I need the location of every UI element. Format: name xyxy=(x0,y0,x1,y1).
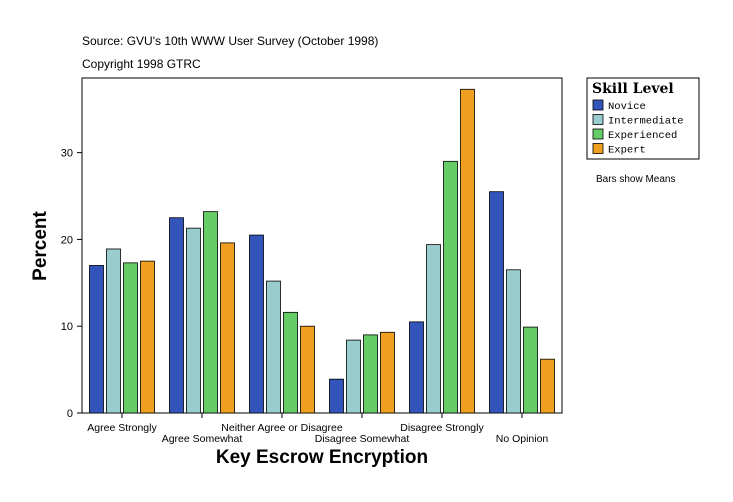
bar xyxy=(540,358,555,414)
y-tick-label: 30 xyxy=(61,148,73,160)
x-tick-label: Agree Somewhat xyxy=(162,433,243,445)
bar xyxy=(266,280,281,414)
bar xyxy=(460,88,475,414)
bar xyxy=(300,325,315,414)
legend-label: Experienced xyxy=(608,130,677,142)
bar xyxy=(140,260,155,414)
copyright: Copyright 1998 GTRC xyxy=(82,57,201,71)
x-tick-label: Agree Strongly xyxy=(87,422,157,434)
legend-box xyxy=(586,77,700,160)
note: Bars show Means xyxy=(596,174,675,185)
x-tick-label: Disagree Somewhat xyxy=(315,433,410,445)
x-axis-title: Key Escrow Encryption xyxy=(216,447,428,468)
legend-label: Novice xyxy=(608,101,646,113)
y-axis-title: Percent xyxy=(30,210,51,280)
legend-swatch xyxy=(592,114,604,125)
bar xyxy=(186,227,201,414)
x-tick-label: Neither Agree or Disagree xyxy=(221,422,343,434)
legend-label: Intermediate xyxy=(608,116,684,128)
bar xyxy=(249,234,264,414)
bar xyxy=(89,265,104,414)
bar xyxy=(443,160,458,414)
bar xyxy=(489,191,504,414)
bar xyxy=(506,269,521,414)
x-tick-label: No Opinion xyxy=(496,433,549,445)
bar xyxy=(123,262,138,414)
bar xyxy=(283,311,298,414)
bar xyxy=(409,321,424,414)
source: Source: GVU's 10th WWW User Survey (Octo… xyxy=(82,34,378,48)
bar xyxy=(106,248,121,414)
bar xyxy=(169,217,184,414)
legend-title: Skill Level xyxy=(592,81,674,97)
bar xyxy=(363,334,378,414)
bar xyxy=(203,211,218,414)
plot-frame xyxy=(81,77,563,414)
bar xyxy=(220,242,235,414)
bar xyxy=(329,378,344,414)
bar xyxy=(523,326,538,414)
legend-swatch xyxy=(592,143,604,154)
bar xyxy=(426,244,441,414)
legend-label: Expert xyxy=(608,145,646,157)
x-tick-label: Disagree Strongly xyxy=(400,422,484,434)
bar xyxy=(346,339,361,414)
y-tick-label: 20 xyxy=(61,234,73,246)
y-tick-label: 0 xyxy=(67,408,73,420)
legend-swatch xyxy=(592,99,604,111)
y-tick-label: 10 xyxy=(61,321,73,333)
legend-swatch xyxy=(592,128,604,140)
bar xyxy=(380,331,395,414)
